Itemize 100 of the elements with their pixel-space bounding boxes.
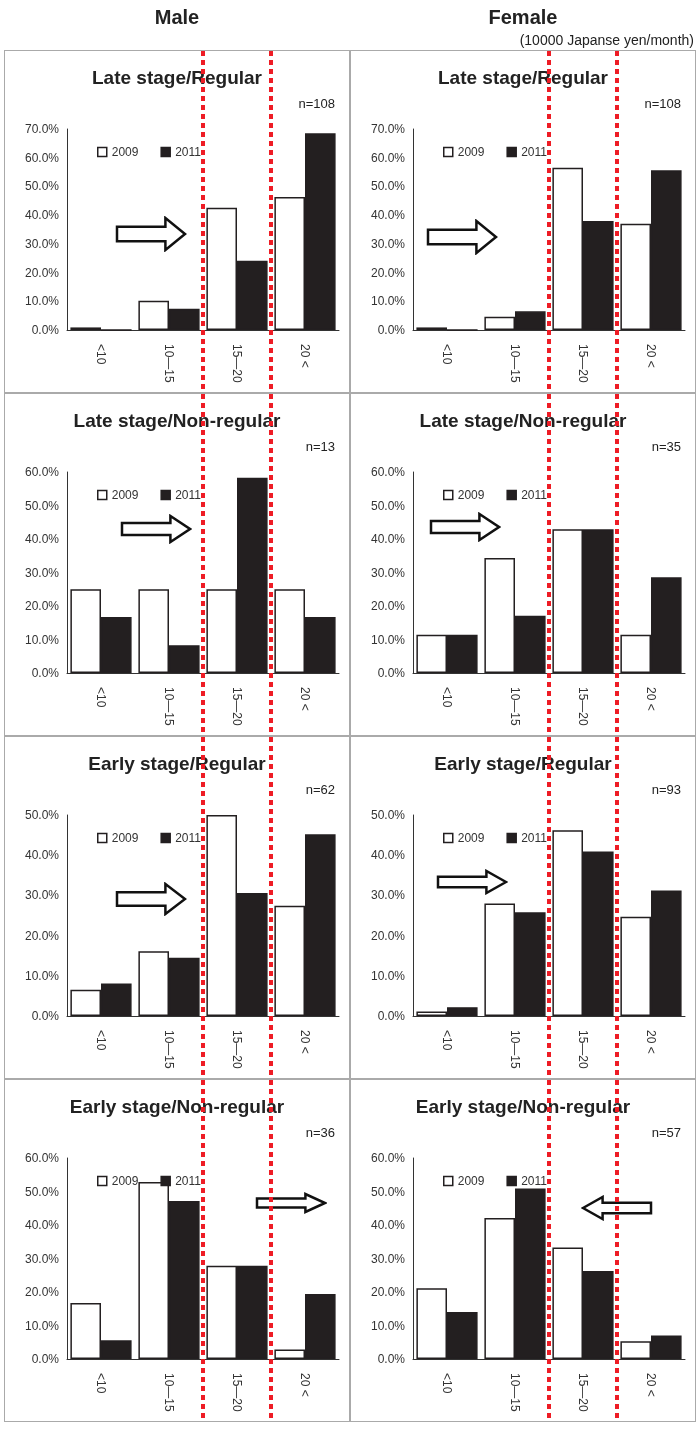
y-tick-label: 0.0% (377, 323, 406, 337)
legend-label: 2011 (175, 1174, 202, 1188)
x-tick-label: <10 (440, 687, 454, 708)
y-tick-label: 50.0% (370, 179, 406, 194)
x-tick-label: <10 (94, 687, 108, 708)
x-tick-label: 10—15 (508, 1030, 522, 1070)
y-tick-label: 40.0% (24, 532, 60, 546)
x-tick-label: <10 (440, 1030, 454, 1051)
x-tick-label: <10 (440, 344, 454, 365)
x-tick-label: 20 < (644, 1030, 658, 1054)
y-tick-label: 0.0% (31, 323, 60, 337)
y-tick-label: 50.0% (24, 808, 60, 822)
x-tick-label: 15—20 (576, 344, 590, 384)
legend-label: 2011 (521, 1174, 548, 1188)
y-tick-label: 0.0% (31, 1352, 60, 1366)
x-tick-label: 15—20 (230, 344, 244, 384)
y-tick-label: 30.0% (370, 565, 406, 580)
y-tick-label: 40.0% (24, 848, 60, 863)
x-tick-label: 15—20 (230, 1373, 244, 1413)
x-tick-label: 10—15 (162, 344, 176, 384)
y-tick-label: 0.0% (31, 666, 60, 680)
y-tick-label: 30.0% (370, 236, 406, 251)
text: n=62 (305, 782, 336, 797)
y-tick-label: 50.0% (24, 498, 60, 513)
legend-label: 2011 (175, 831, 202, 845)
y-tick-label: 60.0% (370, 150, 406, 165)
y-tick-label: 70.0% (370, 122, 406, 136)
legend-label: 2009 (457, 488, 485, 502)
y-tick-label: 20.0% (370, 265, 406, 280)
y-tick-label: 30.0% (24, 565, 60, 580)
y-tick-label: 10.0% (370, 1318, 406, 1333)
chart-title: Early stage/Non-regular (415, 1096, 631, 1117)
y-tick-label: 50.0% (370, 1184, 406, 1199)
y-tick-label: 20.0% (370, 599, 406, 613)
chart-subtitle: Female (487, 6, 559, 29)
y-tick-label: 10.0% (370, 632, 406, 647)
y-tick-label: 30.0% (24, 1251, 60, 1266)
x-tick-label: 10—15 (162, 1030, 176, 1070)
y-tick-label: 40.0% (370, 208, 406, 223)
x-tick-label: 15—20 (576, 687, 590, 727)
y-tick-label: 0.0% (377, 666, 406, 680)
y-tick-label: 10.0% (370, 294, 406, 309)
x-tick-label: 15—20 (576, 1373, 590, 1413)
y-tick-label: 50.0% (24, 1184, 60, 1199)
y-tick-label: 40.0% (370, 532, 406, 546)
y-tick-label: 60.0% (24, 1151, 60, 1165)
chart-title: Early stage/Non-regular (69, 1096, 285, 1117)
y-tick-label: 50.0% (370, 498, 406, 513)
y-tick-label: 40.0% (370, 848, 406, 863)
y-tick-label: 20.0% (370, 1285, 406, 1299)
legend-label: 2009 (111, 1174, 139, 1188)
x-tick-label: <10 (94, 344, 108, 365)
x-tick-label: 10—15 (508, 1373, 522, 1413)
y-tick-label: 10.0% (24, 294, 60, 309)
x-tick-label: 15—20 (576, 1030, 590, 1070)
x-tick-label: 15—20 (230, 1030, 244, 1070)
legend-label: 2009 (111, 145, 139, 159)
x-tick-label: <10 (94, 1373, 108, 1394)
y-tick-label: 50.0% (370, 808, 406, 822)
chart-title: Late stage/Non-regular (419, 410, 628, 431)
x-tick-label: <10 (440, 1373, 454, 1394)
y-tick-label: 30.0% (24, 236, 60, 251)
y-tick-label: 0.0% (377, 1352, 406, 1366)
y-tick-label: 0.0% (31, 1009, 60, 1023)
x-tick-label: 20 < (298, 1373, 312, 1397)
text: n=36 (305, 1125, 336, 1140)
x-tick-label: 20 < (298, 344, 312, 368)
y-tick-label: 60.0% (370, 465, 406, 479)
chart-subtitle: Male (153, 6, 201, 29)
legend-label: 2011 (521, 831, 548, 845)
y-tick-label: 0.0% (377, 1009, 406, 1023)
y-tick-label: 60.0% (370, 1151, 406, 1165)
y-tick-label: 30.0% (24, 888, 60, 903)
y-tick-label: 40.0% (24, 208, 60, 223)
text: n=108 (644, 96, 681, 111)
y-tick-label: 60.0% (24, 465, 60, 479)
legend-label: 2009 (457, 1174, 485, 1188)
chart-title: Late stage/Regular (438, 67, 609, 88)
x-tick-label: 20 < (644, 344, 658, 368)
legend-label: 2009 (111, 831, 139, 845)
legend-label: 2011 (521, 488, 548, 502)
text: n=108 (298, 96, 335, 111)
y-tick-label: 10.0% (24, 1318, 60, 1333)
y-tick-label: 60.0% (24, 150, 60, 165)
legend-label: 2011 (175, 145, 202, 159)
legend-label: 2011 (175, 488, 202, 502)
legend-label: 2009 (457, 145, 485, 159)
legend-label: 2009 (111, 488, 139, 502)
x-tick-label: 10—15 (162, 687, 176, 727)
y-tick-label: 10.0% (24, 968, 60, 983)
x-tick-label: <10 (94, 1030, 108, 1051)
text: n=13 (305, 439, 336, 454)
legend-label: 2009 (457, 831, 485, 845)
y-tick-label: 50.0% (24, 179, 60, 194)
x-tick-label: 10—15 (508, 344, 522, 384)
legend-label: 2011 (521, 145, 548, 159)
x-tick-label: 15—20 (230, 687, 244, 727)
y-tick-label: 30.0% (370, 1251, 406, 1266)
chart-title: Early stage/Regular (88, 753, 267, 774)
y-tick-label: 20.0% (24, 265, 60, 280)
